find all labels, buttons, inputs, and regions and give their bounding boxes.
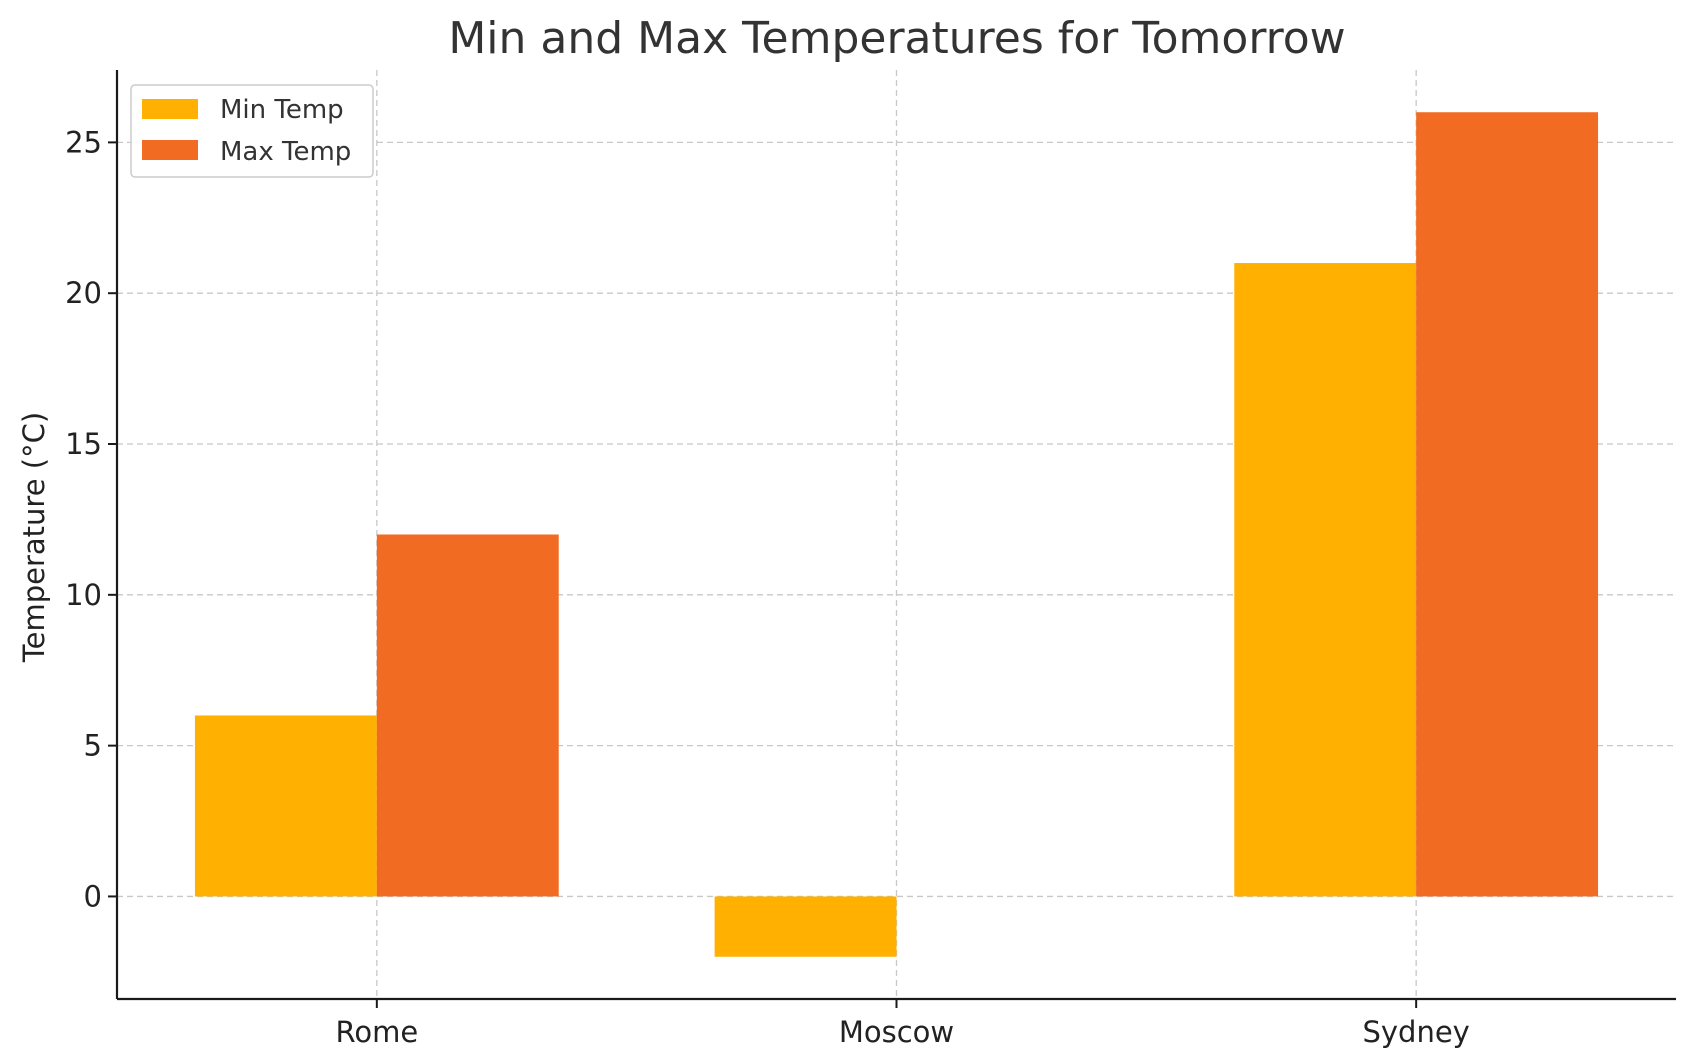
- legend-label-min-temp: Min Temp: [220, 95, 344, 125]
- legend-swatch-min-temp: [142, 99, 198, 119]
- bar-max-temp-rome: [376, 534, 559, 897]
- y-tick-label-0: 0: [84, 879, 102, 913]
- x-tick-labels: Rome Moscow Sydney: [335, 999, 1470, 1049]
- legend-swatch-max-temp: [142, 140, 198, 160]
- x-tick-label-rome: Rome: [335, 1015, 418, 1049]
- y-tick-label-5: 5: [84, 729, 102, 763]
- y-tick-label-10: 10: [65, 578, 102, 612]
- bar-max-temp-sydney: [1416, 112, 1599, 897]
- y-tick-label-15: 15: [65, 427, 102, 461]
- bar-min-temp-moscow: [714, 896, 897, 957]
- legend: Min Temp Max Temp: [130, 84, 374, 178]
- y-tick-label-25: 25: [65, 125, 102, 159]
- bars: [194, 112, 1599, 957]
- chart-title: Min and Max Temperatures for Tomorrow: [448, 13, 1345, 64]
- x-tick-label-moscow: Moscow: [839, 1015, 954, 1049]
- y-tick-label-20: 20: [65, 276, 102, 310]
- bar-min-temp-sydney: [1234, 263, 1417, 897]
- y-axis-label: Temperature (°C): [17, 412, 51, 663]
- legend-label-max-temp: Max Temp: [220, 137, 351, 167]
- x-tick-label-sydney: Sydney: [1362, 1015, 1469, 1049]
- y-tick-labels: 0 5 10 15 20 25: [65, 125, 117, 913]
- bar-min-temp-rome: [194, 715, 377, 897]
